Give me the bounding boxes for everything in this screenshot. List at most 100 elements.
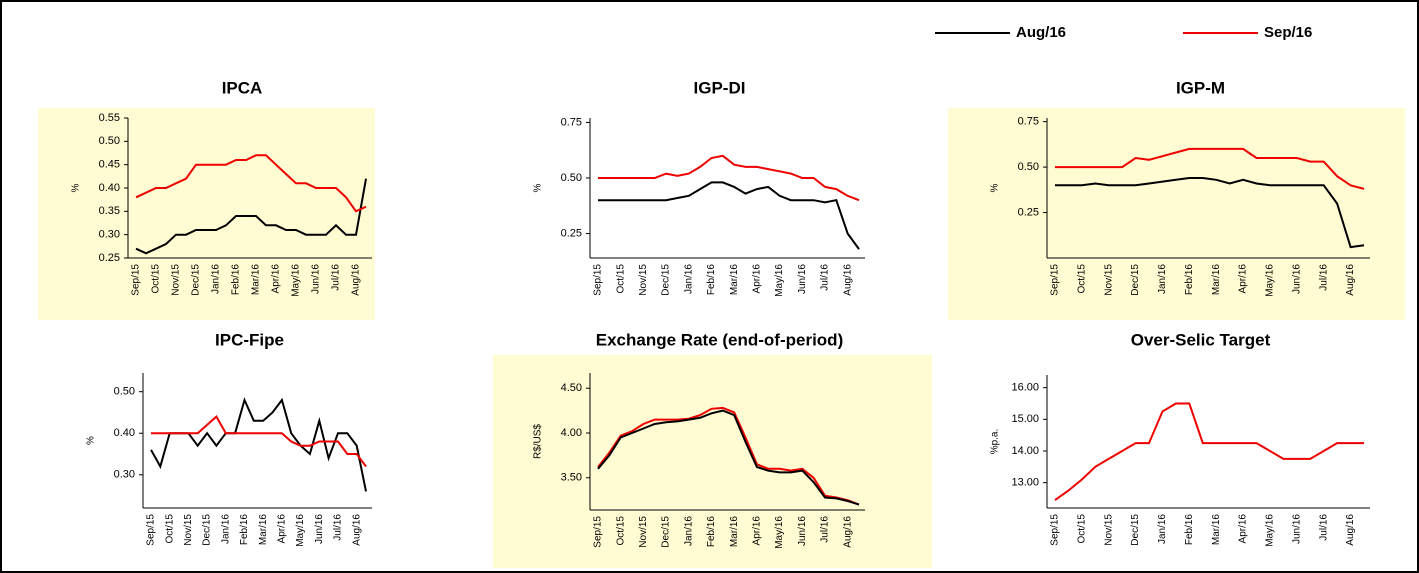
x-tick-label: May/16 <box>1265 514 1276 547</box>
y-tick-label: 0.25 <box>1018 206 1039 218</box>
y-tick-label: 3.50 <box>561 472 582 484</box>
x-tick-label: Mar/16 <box>729 516 740 548</box>
chart-title: IGP-M <box>1176 78 1225 97</box>
series-line <box>151 415 367 468</box>
series-line <box>135 154 367 213</box>
x-tick-label: Aug/16 <box>351 264 362 296</box>
x-tick-label: Jul/16 <box>820 516 831 543</box>
y-tick-label: 4.50 <box>561 382 582 394</box>
chart-title: Exchange Rate (end-of-period) <box>596 330 843 349</box>
y-tick-label: 0.30 <box>99 229 120 241</box>
x-tick-label: Apr/16 <box>271 264 282 294</box>
x-tick-label: Mar/16 <box>1211 264 1222 296</box>
x-tick-label: Jun/16 <box>311 264 322 294</box>
x-tick-label: Jul/16 <box>331 264 342 291</box>
y-tick-label: 16.00 <box>1011 382 1039 394</box>
y-axis-label: %p.a. <box>990 429 1001 455</box>
x-tick-label: Dec/15 <box>661 516 672 548</box>
chart-title: IGP-DI <box>694 78 746 97</box>
x-tick-label: Mar/16 <box>258 514 269 546</box>
x-tick-label: Jun/16 <box>1291 514 1302 544</box>
series-line <box>597 409 860 506</box>
chart-title: IPC-Fipe <box>215 330 284 349</box>
x-tick-label: Sep/15 <box>593 264 604 296</box>
y-tick-label: 0.45 <box>99 159 120 171</box>
y-tick-label: 0.25 <box>561 227 582 239</box>
y-tick-label: 0.55 <box>99 112 120 124</box>
x-tick-label: Feb/16 <box>1184 514 1195 546</box>
series-line <box>597 406 860 506</box>
x-tick-label: Sep/15 <box>146 514 157 546</box>
x-tick-label: Jul/16 <box>1318 514 1329 541</box>
x-tick-label: Nov/15 <box>1103 264 1114 296</box>
x-tick-label: Aug/16 <box>842 264 853 296</box>
y-tick-label: 0.50 <box>1018 161 1039 173</box>
x-tick-label: Apr/16 <box>1238 514 1249 544</box>
series-line <box>598 154 860 202</box>
x-tick-label: Nov/15 <box>171 264 182 296</box>
y-tick-label: 0.40 <box>99 182 120 194</box>
x-tick-label: Aug/16 <box>1345 514 1356 546</box>
y-tick-label: 0.75 <box>561 116 582 128</box>
x-tick-label: Jul/16 <box>333 514 344 541</box>
y-tick-label: 0.50 <box>99 135 120 147</box>
x-tick-label: Aug/16 <box>1345 264 1356 296</box>
x-tick-label: Oct/15 <box>1077 264 1088 294</box>
x-tick-label: Jun/16 <box>797 516 808 546</box>
x-tick-label: May/16 <box>291 264 302 297</box>
x-tick-label: Jul/16 <box>820 264 831 291</box>
x-tick-label: Feb/16 <box>239 514 250 546</box>
x-tick-label: Mar/16 <box>1211 514 1222 546</box>
x-tick-label: May/16 <box>774 264 785 297</box>
x-tick-label: Dec/15 <box>202 514 213 546</box>
x-tick-label: Jan/16 <box>220 514 231 544</box>
y-tick-label: 0.50 <box>114 386 135 398</box>
x-tick-label: Apr/16 <box>752 516 763 546</box>
x-tick-label: Nov/15 <box>1103 514 1114 546</box>
y-axis-label: % <box>86 436 97 445</box>
x-tick-label: Nov/15 <box>638 264 649 296</box>
x-tick-label: Nov/15 <box>183 514 194 546</box>
y-tick-label: 13.00 <box>1011 477 1039 489</box>
x-tick-label: Sep/15 <box>1050 514 1061 546</box>
x-tick-label: Oct/15 <box>615 516 626 546</box>
x-tick-label: Feb/16 <box>706 264 717 296</box>
x-tick-label: Nov/15 <box>638 516 649 548</box>
x-tick-label: Sep/15 <box>593 516 604 548</box>
y-tick-label: 0.40 <box>114 427 135 439</box>
x-tick-label: Feb/16 <box>706 516 717 548</box>
x-tick-label: Apr/16 <box>277 514 288 544</box>
x-tick-label: Jun/16 <box>1291 264 1302 294</box>
y-tick-label: 4.00 <box>561 427 582 439</box>
x-tick-label: Aug/16 <box>351 514 362 546</box>
y-tick-label: 0.75 <box>1018 116 1039 128</box>
y-tick-label: 0.25 <box>99 252 120 264</box>
y-axis-label: % <box>533 183 544 192</box>
y-axis-label: % <box>990 183 1001 192</box>
panel-background <box>948 355 1405 568</box>
x-tick-label: Mar/16 <box>251 264 262 296</box>
x-tick-label: May/16 <box>295 514 306 547</box>
y-tick-label: 15.00 <box>1011 413 1039 425</box>
x-tick-label: Dec/15 <box>661 264 672 296</box>
panel-background <box>490 108 930 320</box>
x-tick-label: Oct/15 <box>151 264 162 294</box>
y-tick-label: 0.35 <box>99 205 120 217</box>
chart-title: Over-Selic Target <box>1131 330 1271 349</box>
x-tick-label: Mar/16 <box>729 264 740 296</box>
x-tick-label: Oct/15 <box>164 514 175 544</box>
x-tick-label: Jun/16 <box>797 264 808 294</box>
x-tick-label: Sep/15 <box>1050 264 1061 296</box>
x-tick-label: Feb/16 <box>1184 264 1195 296</box>
series-line <box>1055 177 1365 249</box>
y-tick-label: 0.30 <box>114 469 135 481</box>
x-tick-label: Dec/15 <box>191 264 202 296</box>
panel-background <box>948 108 1405 320</box>
x-tick-label: Jan/16 <box>1157 264 1168 294</box>
x-tick-label: May/16 <box>774 516 785 549</box>
x-tick-label: Apr/16 <box>1238 264 1249 294</box>
x-tick-label: Jan/16 <box>683 516 694 546</box>
series-line <box>598 181 860 250</box>
x-tick-label: Dec/15 <box>1130 264 1141 296</box>
x-tick-label: May/16 <box>1265 264 1276 297</box>
